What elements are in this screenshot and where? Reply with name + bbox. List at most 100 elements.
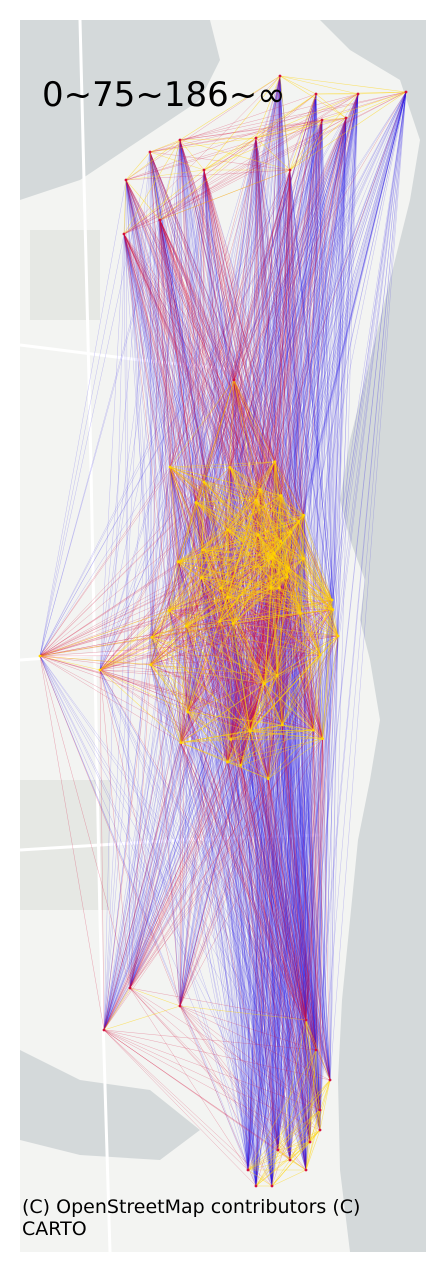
flow-line <box>272 93 317 558</box>
flow-node <box>331 608 335 611</box>
flow-line <box>272 169 291 558</box>
flow-line <box>151 379 235 638</box>
flow-line <box>276 91 407 676</box>
flow-line <box>230 117 347 740</box>
flow-line <box>125 119 323 181</box>
flow-line <box>186 626 249 1171</box>
flow-line <box>179 502 197 1007</box>
flow-line <box>125 179 131 989</box>
flow-line <box>255 577 288 1187</box>
flow-line <box>203 169 300 522</box>
flow-line <box>39 655 101 671</box>
flow-line <box>103 1029 331 1081</box>
flow-line <box>220 93 359 589</box>
flow-node <box>124 178 128 182</box>
flow-line <box>309 635 339 1143</box>
flow-node <box>256 533 260 537</box>
flow-node <box>122 232 126 236</box>
flow-node <box>178 138 182 142</box>
flow-line <box>123 139 181 235</box>
flow-line <box>39 655 151 665</box>
flow-line <box>329 117 347 1081</box>
flow-line <box>305 738 323 1021</box>
flow-line <box>247 778 269 1171</box>
flow-line <box>187 75 281 713</box>
flow-line <box>103 730 251 1031</box>
flow-line <box>129 762 228 989</box>
flow-line <box>39 655 283 726</box>
flow-line <box>151 637 232 740</box>
flow-line <box>240 541 282 766</box>
flow-line <box>169 466 279 1151</box>
flow-line <box>272 557 307 1171</box>
flow-node <box>226 595 230 599</box>
flow-line <box>149 151 231 468</box>
flow-line <box>255 587 280 1187</box>
flow-line <box>149 151 161 221</box>
flow-line <box>300 613 321 1131</box>
flow-line <box>203 119 323 171</box>
flow-line <box>39 179 127 657</box>
flow-line <box>103 219 161 1031</box>
flow-line <box>277 119 323 1151</box>
flow-line <box>99 669 273 1187</box>
flow-line <box>280 541 307 1171</box>
flow-line <box>168 610 291 1161</box>
flow-line <box>103 1029 273 1187</box>
flow-line <box>277 724 283 1151</box>
flow-line <box>150 664 314 731</box>
flow-line <box>39 502 197 657</box>
flow-line <box>289 93 359 171</box>
flow-line <box>230 739 307 1021</box>
flow-line <box>303 93 359 559</box>
flow-line <box>177 561 301 614</box>
flow-line <box>303 119 323 559</box>
flow-line <box>179 139 273 1187</box>
flow-line <box>227 529 314 731</box>
flow-line <box>232 379 235 624</box>
flow-line <box>321 117 347 121</box>
flow-line <box>315 93 321 1131</box>
flow-line <box>227 596 301 614</box>
flow-line <box>186 587 272 627</box>
flow-line <box>129 987 311 1143</box>
flow-line <box>103 711 188 1031</box>
flow-line <box>219 137 257 622</box>
flow-line <box>129 987 321 1111</box>
flow-line <box>305 93 359 1171</box>
flow-line <box>180 729 314 743</box>
flow-line <box>300 613 311 1143</box>
flow-line <box>255 499 280 588</box>
flow-line <box>103 1029 291 1161</box>
flow-line <box>271 117 347 1187</box>
flow-line <box>255 137 311 1143</box>
flow-line <box>322 635 339 739</box>
flow-line <box>149 151 282 542</box>
map-frame[interactable]: 0~75~186~∞ (C) OpenStreetMap contributor… <box>20 20 426 1252</box>
flow-line <box>186 626 321 1111</box>
flow-line <box>202 549 307 1021</box>
map-canvas[interactable] <box>20 20 426 1252</box>
flow-line <box>288 568 291 1161</box>
flow-line <box>103 139 181 1031</box>
flow-line <box>305 1019 331 1081</box>
flow-line <box>129 461 275 989</box>
flow-line <box>169 466 221 589</box>
flow-line <box>186 75 281 627</box>
flow-line <box>149 151 228 598</box>
flow-line <box>103 534 259 1031</box>
flow-line <box>179 139 339 637</box>
flow-line <box>180 711 188 743</box>
flow-line <box>227 597 291 1161</box>
flow-line <box>195 495 282 503</box>
flow-line <box>99 139 181 671</box>
flow-line <box>250 731 311 1143</box>
flow-line <box>177 117 347 562</box>
flow-line <box>240 738 323 766</box>
flow-line <box>103 179 127 1031</box>
flow-line <box>329 91 407 1081</box>
flow-line <box>203 169 259 535</box>
flow-line <box>149 151 333 601</box>
flow-line <box>203 169 257 501</box>
flow-line <box>103 481 205 1031</box>
